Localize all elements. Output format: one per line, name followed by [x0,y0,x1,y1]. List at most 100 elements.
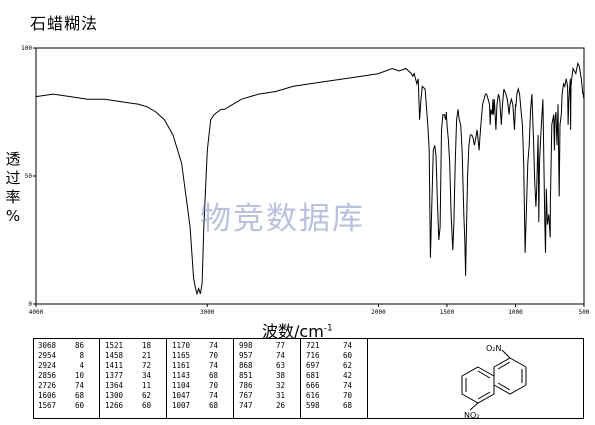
peak-row: 3068 86 [38,341,92,351]
peak-row: 681 42 [306,371,360,381]
peak-row: 998 77 [239,341,293,351]
peak-row: 697 62 [306,361,360,371]
peak-row: 1170 74 [172,341,226,351]
peak-row: 1377 34 [105,371,159,381]
peak-row: 2856 10 [38,371,92,381]
peak-wavenumber: 998 [239,341,253,350]
peak-wavenumber: 666 [306,381,320,390]
y-axis-label-char: % [5,207,21,225]
x-tick-label: 3000 [200,309,215,316]
peak-transmittance: 86 [74,341,84,350]
x-tick-label: 500 [579,309,590,316]
peak-row: 868 63 [239,361,293,371]
peak-transmittance: 74 [275,351,285,360]
peak-transmittance: 21 [141,351,151,360]
peak-row: 1143 68 [172,371,226,381]
peak-transmittance: 32 [275,381,285,390]
nitro-group-top: O₂N [486,344,502,353]
peak-wavenumber: 598 [306,401,320,410]
peak-transmittance: 4 [79,361,84,370]
x-axis-label-text: 波数/cm [262,322,324,341]
peak-row: 1411 72 [105,361,159,371]
peak-transmittance: 38 [275,371,285,380]
peak-column: 721 74 716 60 697 62 681 42 666 74 616 70 598 68 [306,341,360,417]
peak-wavenumber: 1170 [172,341,191,350]
peak-wavenumber: 616 [306,391,320,400]
peak-column: 998 77 957 74 868 63 851 38 786 32 767 31 747 26 [239,341,293,417]
peak-transmittance: 31 [275,391,285,400]
peak-transmittance: 34 [141,371,151,380]
peak-row: 598 68 [306,401,360,411]
x-tick-label: 1500 [440,309,455,316]
peak-wavenumber: 747 [239,401,253,410]
peak-wavenumber: 1047 [172,391,191,400]
peak-row: 2924 4 [38,361,92,371]
peak-wavenumber: 1266 [105,401,124,410]
peak-row: 957 74 [239,351,293,361]
peak-transmittance: 60 [141,401,151,410]
peak-column: 3068 86 2954 8 2924 4 2856 10 2726 74 1606 68 1567 60 [38,341,92,417]
peak-wavenumber: 1458 [105,351,124,360]
peak-transmittance: 74 [208,361,218,370]
peak-transmittance: 63 [275,361,285,370]
peak-transmittance: 74 [208,341,218,350]
spectrum-line [35,61,585,296]
peak-transmittance: 77 [275,341,285,350]
peak-row: 1007 68 [172,401,226,411]
peak-transmittance: 60 [342,351,352,360]
peak-wavenumber: 1567 [38,401,57,410]
peak-wavenumber: 697 [306,361,320,370]
peak-column-divider [99,339,100,418]
peak-wavenumber: 716 [306,351,320,360]
y-tick-label: 100 [21,45,32,52]
peak-wavenumber: 1377 [105,371,124,380]
peak-wavenumber: 957 [239,351,253,360]
x-tick-label: 1000 [508,309,523,316]
peak-wavenumber: 868 [239,361,253,370]
peak-transmittance: 74 [74,381,84,390]
peak-transmittance: 74 [342,341,352,350]
peak-row: 1458 21 [105,351,159,361]
peak-row: 1161 74 [172,361,226,371]
peak-wavenumber: 1165 [172,351,191,360]
peak-wavenumber: 1521 [105,341,124,350]
peak-wavenumber: 1143 [172,371,191,380]
peak-wavenumber: 786 [239,381,253,390]
peak-transmittance: 26 [275,401,285,410]
peak-row: 2954 8 [38,351,92,361]
peak-row: 1104 70 [172,381,226,391]
peak-row: 747 26 [239,401,293,411]
peak-wavenumber: 1606 [38,391,57,400]
peak-wavenumber: 1161 [172,361,191,370]
x-tick-label: 4000 [29,309,44,316]
peak-wavenumber: 1364 [105,381,124,390]
peak-wavenumber: 1300 [105,391,124,400]
peak-transmittance: 62 [342,361,352,370]
peak-wavenumber: 2924 [38,361,57,370]
peak-transmittance: 74 [208,391,218,400]
peak-row: 716 60 [306,351,360,361]
peak-column-divider [300,339,301,418]
peak-row: 1606 68 [38,391,92,401]
plot-frame [35,47,585,305]
peak-wavenumber: 2726 [38,381,57,390]
peak-column-divider [367,339,368,418]
peak-transmittance: 18 [141,341,151,350]
peak-wavenumber: 2856 [38,371,57,380]
peak-transmittance: 8 [79,351,84,360]
peak-transmittance: 68 [74,391,84,400]
peak-row: 1165 70 [172,351,226,361]
upper-benzene-ring [493,357,527,395]
peak-transmittance: 70 [208,381,218,390]
peak-wavenumber: 721 [306,341,320,350]
peak-column-divider [166,339,167,418]
peak-row: 1300 62 [105,391,159,401]
peak-column: 1170 74 1165 70 1161 74 1143 68 1104 70 1047 74 1007… [172,341,226,417]
peak-row: 851 38 [239,371,293,381]
molecule-structure: O₂N NO₂ [461,344,527,420]
peak-row: 1047 74 [172,391,226,401]
method-title: 石蜡糊法 [30,14,99,33]
peak-column: 1521 18 1458 21 1411 72 1377 34 1364 11 1300 62 1266… [105,341,159,417]
peak-wavenumber: 1411 [105,361,124,370]
